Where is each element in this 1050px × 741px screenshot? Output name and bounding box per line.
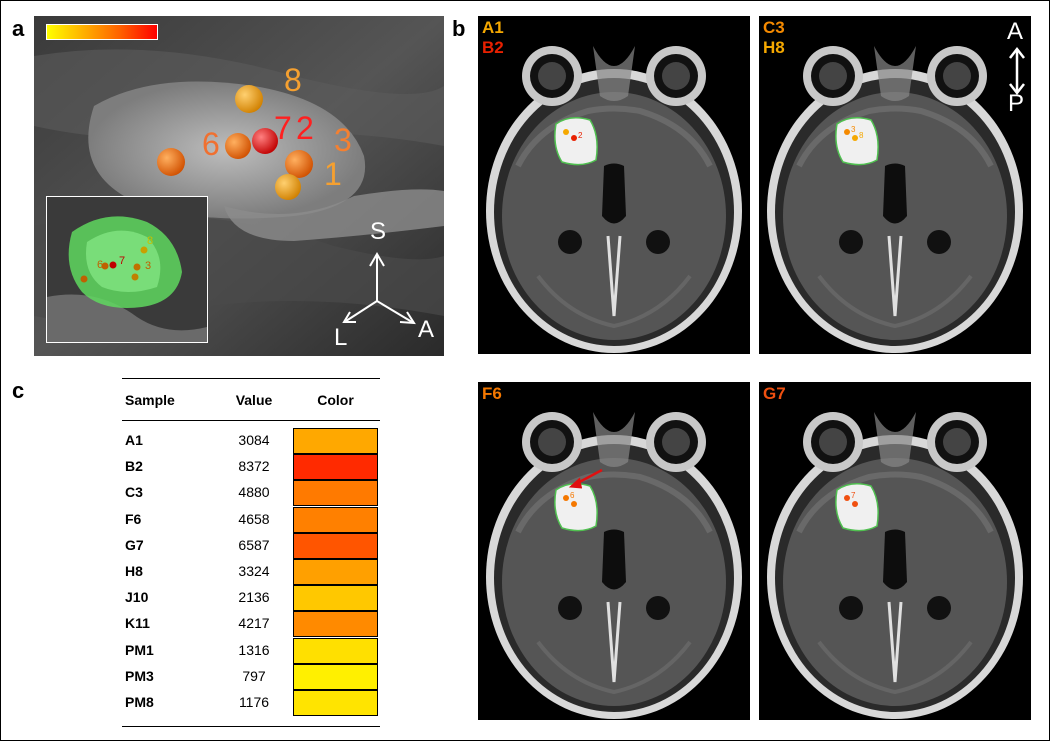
cell-sample: PM1 <box>125 641 154 658</box>
cell-sample: PM8 <box>125 694 154 710</box>
cell-color-swatch <box>293 611 378 638</box>
axis-label-a: A <box>418 316 435 343</box>
panel-letter-b: b <box>452 16 466 41</box>
tumor-marker-label-2: 8 <box>859 131 864 140</box>
cell-color-swatch <box>293 559 378 585</box>
cell-color-swatch <box>293 428 378 454</box>
scan-label-line1: C3 <box>763 18 785 37</box>
cell-color-swatch <box>293 506 378 533</box>
cell-sample: H8 <box>125 563 143 579</box>
cell-color-swatch <box>293 532 378 559</box>
cell-sample: G7 <box>125 536 144 553</box>
table-top-rule <box>122 378 380 379</box>
table-header-rule <box>122 420 380 421</box>
axis-label-s: S <box>370 218 387 245</box>
cell-value: 797 <box>242 667 266 684</box>
scan-label-line2: B2 <box>482 38 504 57</box>
scan-label-line1: A1 <box>482 18 504 37</box>
cell-value: 4880 <box>238 484 270 501</box>
sample-label-6: 6 <box>202 126 220 162</box>
cell-value: 8372 <box>238 458 270 475</box>
orientation-label-anterior: A <box>1007 18 1024 45</box>
cell-value: 3324 <box>238 563 270 579</box>
sample-label-8: 8 <box>284 62 302 98</box>
cell-sample: K11 <box>125 615 150 632</box>
sample-label-7: 7 <box>274 110 292 146</box>
axial-mri-3: F6 6 <box>478 382 750 720</box>
cell-sample: C3 <box>125 484 143 501</box>
sample-label-3: 3 <box>334 122 352 158</box>
cell-color-swatch <box>293 480 378 507</box>
cell-value: 3084 <box>238 432 270 448</box>
color-scale-bar <box>46 24 158 40</box>
inset-label-8: 8 <box>147 235 154 247</box>
cell-value: 6587 <box>238 536 270 553</box>
axial-slice-drawing <box>767 412 1023 719</box>
tumor-marker-label-1: 3 <box>851 125 856 134</box>
scan-label-line1: F6 <box>482 384 502 403</box>
cell-color-swatch <box>293 663 378 690</box>
header-sample: Sample <box>125 392 175 408</box>
cell-sample: A1 <box>125 432 143 448</box>
inset-label-7: 7 <box>119 255 126 267</box>
tumor-marker-label-1: 7 <box>851 491 856 500</box>
axial-mri-2: C3 H8 3 8 A P <box>759 16 1031 354</box>
cell-value: 4658 <box>238 510 270 527</box>
sample-label-2: 2 <box>296 110 314 146</box>
cell-color-swatch <box>293 690 378 716</box>
inset-label-3: 3 <box>145 260 152 272</box>
tumor-marker-label-2: 2 <box>578 131 583 140</box>
cell-value: 2136 <box>238 589 270 606</box>
tumor-marker-label-1: 6 <box>570 491 575 500</box>
cell-sample: J10 <box>125 589 149 606</box>
panel-letter-a: a <box>12 16 25 41</box>
axial-slice-drawing <box>486 412 742 719</box>
cell-sample: B2 <box>125 458 143 475</box>
axial-mri-4: G7 7 <box>759 382 1031 720</box>
cell-color-swatch <box>293 585 378 612</box>
header-value: Value <box>235 392 273 408</box>
sample-label-1: 1 <box>324 156 342 192</box>
tumor-inset: 8 6 7 3 <box>46 196 208 343</box>
cell-value: 1176 <box>238 694 270 710</box>
scan-label-line1: G7 <box>763 384 786 403</box>
cell-color-swatch <box>293 637 378 664</box>
cell-color-swatch <box>293 454 378 481</box>
axial-mri-1: A1 B2 2 <box>478 16 750 354</box>
cell-sample: PM3 <box>125 667 154 684</box>
axial-slice-drawing <box>767 46 1023 353</box>
cell-value: 1316 <box>238 641 270 658</box>
panel-letter-c: c <box>12 378 25 403</box>
sample-table: Sample Value Color A1 3084 B2 8372 C3 4880 F6 4… <box>122 378 380 728</box>
axial-slice-drawing <box>486 46 742 353</box>
orientation-label-posterior: P <box>1008 90 1025 117</box>
inset-label-6: 6 <box>97 259 104 271</box>
cell-value: 4217 <box>238 615 270 632</box>
axis-label-l: L <box>334 324 348 351</box>
inset-rendering <box>47 197 207 342</box>
cell-sample: F6 <box>125 510 142 527</box>
panel-a-rendering: 8 6 7 2 3 1 S L A 8 6 7 3 <box>34 16 444 356</box>
orientation-axes <box>342 252 416 325</box>
anterior-posterior-arrow-icon <box>1009 46 1025 96</box>
table-bottom-rule <box>122 726 380 727</box>
header-color: Color <box>317 392 354 408</box>
scan-label-line2: H8 <box>763 38 785 57</box>
